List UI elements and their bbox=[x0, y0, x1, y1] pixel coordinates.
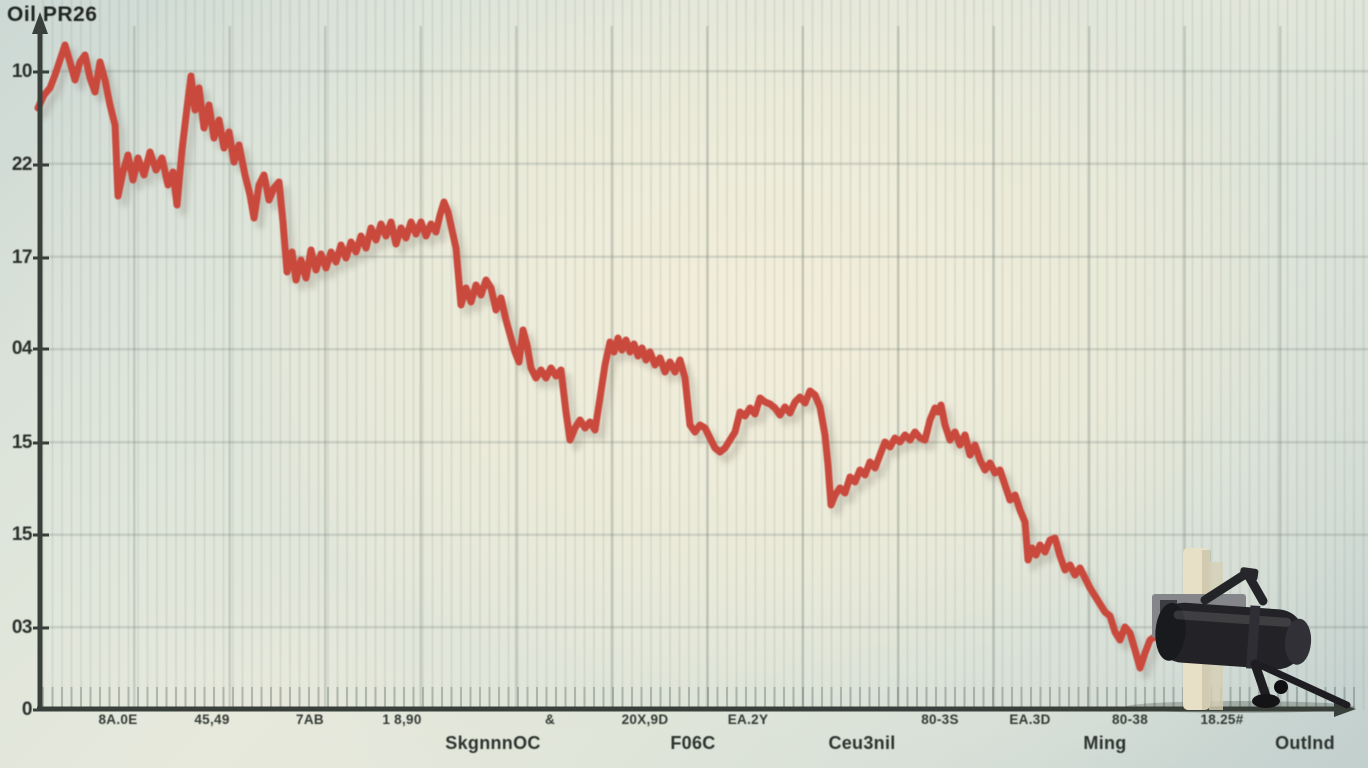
pump-foot bbox=[1252, 694, 1280, 708]
x-tick-label: Ming bbox=[1083, 733, 1127, 753]
pump-cylinder-nose bbox=[1284, 618, 1312, 665]
x-tick-label: F06C bbox=[670, 733, 716, 753]
x-tick-label: Outlnd bbox=[1275, 733, 1335, 753]
grid-fine-stripes bbox=[42, 0, 1368, 710]
oil-pump-figurine bbox=[1125, 548, 1355, 713]
x-axis-tick-band bbox=[42, 687, 1360, 708]
y-tick-label: 0 bbox=[21, 699, 33, 720]
x-tick-label: Ceu3nil bbox=[828, 733, 896, 753]
pump-leg-long bbox=[1258, 662, 1351, 709]
x-tick-label: & bbox=[544, 712, 556, 727]
y-tick-label: 15 bbox=[11, 432, 33, 453]
pump-handle-mount bbox=[1239, 567, 1259, 581]
x-tick-label: EA.3D bbox=[1009, 712, 1051, 727]
y-tick-label: 03 bbox=[11, 617, 33, 638]
y-tick-label: 22 bbox=[11, 154, 33, 175]
x-tick-label: 8A.0E bbox=[98, 712, 138, 727]
y-axis-arrowhead bbox=[32, 12, 48, 34]
x-tick-label: 20X,9D bbox=[621, 712, 669, 727]
pump-cylinder-cap bbox=[1155, 602, 1186, 661]
pump-floor-shadow bbox=[1125, 701, 1355, 713]
x-tick-label: 18.25# bbox=[1200, 712, 1244, 727]
x-tick-label: 1 8,90 bbox=[382, 712, 422, 727]
x-tick-label: 45,49 bbox=[194, 712, 230, 727]
chart-title: Oil PR26 bbox=[7, 3, 98, 26]
y-tick-label: 15 bbox=[11, 524, 33, 545]
grid-major-horizontal bbox=[40, 0, 1368, 710]
y-tick-label: 17 bbox=[11, 247, 33, 268]
x-tick-label: 80-38 bbox=[1111, 712, 1149, 727]
y-tick-label: 04 bbox=[11, 338, 33, 359]
price-line bbox=[34, 41, 1160, 672]
y-tick-label: 10 bbox=[11, 61, 33, 82]
grid-major-vertical bbox=[40, 26, 1368, 710]
pump-leg-front bbox=[1250, 659, 1272, 704]
y-axis-labels: 10 22 17 04 15 15 03 0 bbox=[0, 0, 33, 768]
pump-cylinder-band bbox=[1246, 605, 1261, 669]
pump-cylinder bbox=[1156, 602, 1305, 670]
pump-cylinder-highlight bbox=[1173, 610, 1292, 627]
x-tick-label: 80-3S bbox=[921, 712, 959, 727]
x-tick-label: EA.2Y bbox=[727, 712, 769, 727]
x-tick-label: 7AB bbox=[296, 712, 324, 727]
pump-knob bbox=[1274, 680, 1288, 694]
x-tick-label: SkgnnnOC bbox=[445, 733, 541, 753]
